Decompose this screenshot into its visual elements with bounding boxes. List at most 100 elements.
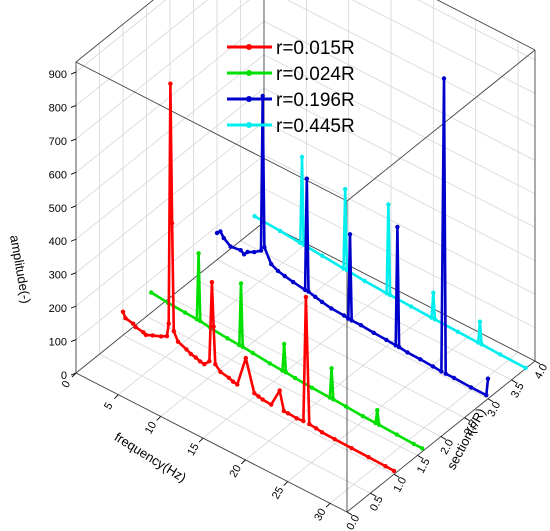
- data-point: [280, 368, 285, 373]
- legend-label: r=0.015R: [276, 38, 355, 59]
- data-point: [394, 432, 399, 437]
- data-point: [277, 388, 282, 393]
- data-point: [256, 394, 261, 399]
- grid-line: [263, 20, 536, 161]
- x-tick-label: 15: [185, 441, 202, 458]
- x-axis-title: frequency(Hz): [112, 429, 189, 485]
- z-tick-label: 400: [49, 236, 67, 248]
- data-point: [158, 334, 164, 339]
- data-point: [523, 365, 528, 371]
- data-point: [123, 316, 128, 321]
- x-tick-mark: [325, 502, 331, 508]
- series-group: [120, 76, 528, 474]
- z-tick-mark: [70, 339, 77, 342]
- data-point: [366, 455, 371, 460]
- data-point: [395, 224, 400, 230]
- data-point: [313, 426, 319, 431]
- x-tick-mark: [198, 437, 204, 443]
- data-point: [294, 416, 299, 421]
- z-tick-label: 800: [49, 102, 67, 114]
- data-point: [411, 441, 416, 447]
- data-point: [343, 404, 349, 409]
- data-point: [371, 330, 376, 335]
- data-point: [373, 420, 378, 426]
- z-tick-mark: [70, 305, 77, 309]
- z-tick-label: 0: [61, 370, 67, 382]
- data-point: [269, 402, 274, 407]
- z-tick-label: 700: [49, 136, 67, 148]
- series-r=0.445R: [252, 154, 528, 371]
- data-point: [188, 351, 193, 357]
- data-point: [169, 221, 175, 226]
- data-point: [168, 81, 173, 86]
- data-point: [120, 309, 126, 314]
- data-point: [143, 332, 149, 338]
- z-tick-label: 100: [49, 337, 67, 349]
- z-tick-mark: [70, 272, 77, 276]
- data-point: [479, 342, 484, 347]
- data-point: [349, 446, 354, 451]
- data-point: [166, 321, 171, 326]
- data-point: [375, 408, 380, 413]
- data-point: [346, 316, 351, 321]
- data-point: [262, 245, 267, 250]
- x-tick-mark: [71, 372, 77, 378]
- data-point: [260, 93, 265, 99]
- data-point: [252, 391, 257, 396]
- data-point: [303, 294, 309, 300]
- grid-line: [263, 188, 536, 328]
- data-point: [285, 411, 291, 416]
- data-point: [391, 468, 397, 474]
- data-point: [484, 393, 489, 398]
- data-point: [131, 321, 136, 326]
- grid-line: [240, 240, 512, 381]
- grid-line: [351, 0, 536, 94]
- data-point: [209, 280, 215, 285]
- grid-line: [99, 353, 371, 494]
- y-tick-mark: [464, 417, 470, 422]
- data-point: [218, 229, 223, 234]
- data-point: [184, 347, 189, 352]
- axis-line: [346, 49, 536, 202]
- data-point: [396, 344, 402, 350]
- series-r=0.024R: [149, 251, 425, 451]
- data-point: [455, 329, 461, 334]
- data-point: [282, 273, 287, 279]
- data-point: [477, 319, 483, 324]
- data-point: [164, 333, 170, 339]
- data-point: [252, 249, 257, 255]
- data-point: [301, 418, 306, 424]
- data-point: [250, 350, 255, 356]
- data-point: [343, 186, 348, 192]
- data-point: [485, 376, 491, 381]
- data-point: [252, 214, 257, 219]
- data-point: [498, 352, 503, 357]
- y-tick-label: 0.5: [368, 494, 386, 513]
- grid-line: [263, 87, 536, 228]
- z-tick-mark: [70, 105, 77, 108]
- data-point: [347, 232, 353, 237]
- data-point: [386, 202, 391, 207]
- data-point: [237, 342, 242, 348]
- y-tick-mark: [440, 436, 447, 440]
- z-tick-mark: [70, 71, 77, 75]
- y-tick-label: 1.5: [415, 456, 433, 475]
- z-tick-mark: [70, 138, 77, 142]
- data-point: [214, 230, 220, 236]
- grid-line: [263, 154, 536, 295]
- data-point: [443, 371, 448, 376]
- data-point: [298, 240, 303, 246]
- data-point: [329, 366, 334, 371]
- legend-marker: [246, 122, 252, 128]
- z-tick-label: 900: [49, 69, 67, 81]
- y-tick-label: 3.0: [485, 400, 503, 419]
- data-point: [275, 268, 281, 274]
- data-point: [230, 379, 236, 384]
- x-tick-mark: [156, 416, 162, 421]
- axis-line: [75, 372, 348, 513]
- grid-line: [122, 334, 395, 475]
- data-point: [331, 397, 336, 402]
- z-tick-label: 600: [49, 169, 67, 181]
- data-point: [319, 430, 325, 435]
